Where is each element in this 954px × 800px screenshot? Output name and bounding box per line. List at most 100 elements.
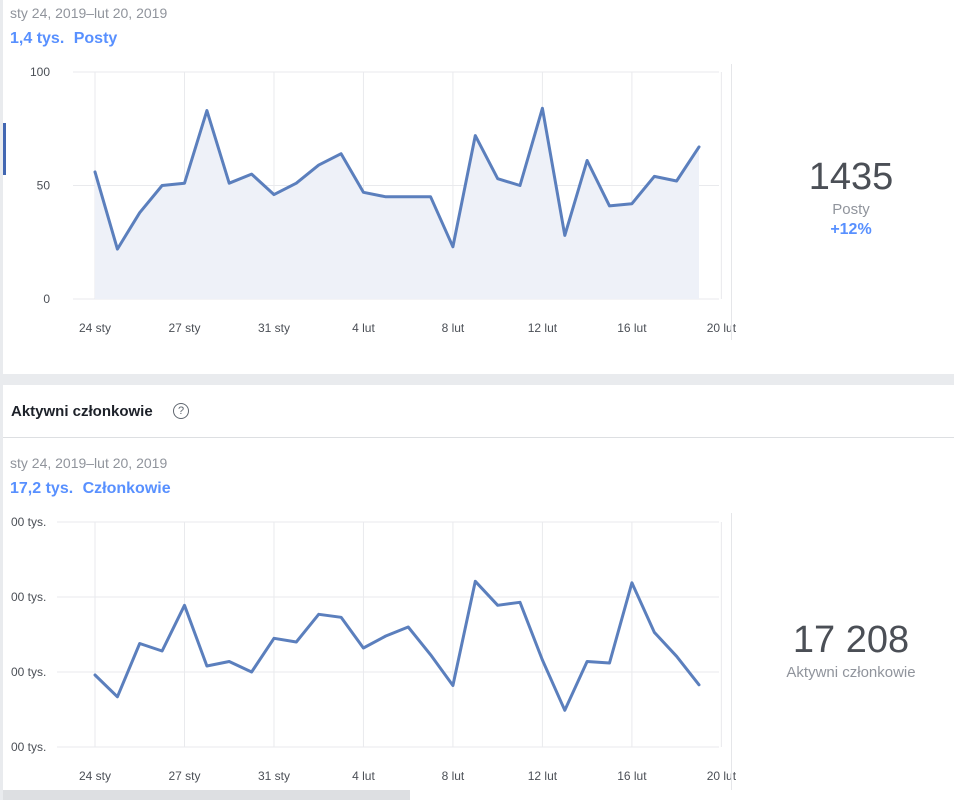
- posts-y-tick-label: 100: [30, 65, 50, 79]
- posts-data-point: [451, 245, 455, 249]
- posts-area-fill: [95, 108, 699, 299]
- posts-data-point: [473, 134, 477, 138]
- posts-data-point: [608, 204, 612, 208]
- members-chart[interactable]: 00 tys. 00 tys. 00 tys. 00 tys. 24 sty 27 sty…: [3, 385, 748, 800]
- active-indicator: [3, 123, 6, 175]
- posts-kpi-value: 1435: [808, 156, 894, 198]
- members-data-point: [540, 658, 544, 662]
- members-data-point: [93, 673, 97, 677]
- members-section-title: Aktywni członkowie: [11, 403, 153, 420]
- posts-x-tick-label: 8 lut: [442, 321, 465, 335]
- posts-x-tick-label: 20 lut: [707, 321, 737, 335]
- posts-data-point: [585, 159, 589, 163]
- members-data-point: [429, 653, 433, 657]
- members-data-point: [361, 646, 365, 650]
- members-x-tick-label: 31 sty: [258, 769, 290, 783]
- posts-summary-value: 1,4 tys.: [10, 30, 65, 47]
- posts-summary-label: Posty: [73, 30, 118, 47]
- members-summary-value: 17,2 tys.: [10, 480, 74, 497]
- members-data-point: [250, 670, 254, 674]
- posts-summary[interactable]: 1,4 tys. Posty: [10, 30, 122, 48]
- members-summary-label: Członkowie: [82, 480, 171, 497]
- chart-divider: [731, 513, 732, 790]
- members-x-tick-label: 8 lut: [442, 769, 465, 783]
- posts-data-point: [138, 211, 142, 215]
- posts-kpi-label: Posty: [832, 201, 870, 218]
- members-y-tick-label: 00 tys.: [11, 665, 46, 679]
- members-y-tick-label: 00 tys.: [11, 740, 46, 754]
- posts-card: sty 24, 2019–lut 20, 2019 1,4 tys. Posty…: [3, 0, 954, 374]
- members-data-point: [496, 603, 500, 607]
- posts-x-tick-label: 4 lut: [352, 321, 375, 335]
- posts-x-tick-label: 16 lut: [617, 321, 647, 335]
- members-series-line: [93, 579, 701, 712]
- members-x-tick-label: 16 lut: [617, 769, 647, 783]
- members-data-point: [518, 600, 522, 604]
- bottom-scroll-strip: [3, 790, 410, 800]
- members-data-point: [317, 612, 321, 616]
- members-kpi-label: Aktywni członkowie: [786, 664, 916, 681]
- posts-data-point: [317, 163, 321, 167]
- members-data-point: [608, 661, 612, 665]
- posts-y-tick-label: 50: [37, 179, 51, 193]
- posts-x-tick-label: 24 sty: [79, 321, 111, 335]
- posts-data-point: [563, 233, 567, 237]
- posts-data-point: [250, 172, 254, 176]
- members-data-point: [138, 642, 142, 646]
- posts-data-point: [429, 195, 433, 199]
- posts-data-point: [496, 177, 500, 181]
- members-date-range: sty 24, 2019–lut 20, 2019: [10, 455, 168, 471]
- members-data-point: [406, 625, 410, 629]
- posts-data-point: [294, 181, 298, 185]
- members-data-point: [205, 664, 209, 668]
- members-data-point: [585, 660, 589, 664]
- posts-date-range: sty 24, 2019–lut 20, 2019: [10, 5, 168, 21]
- members-data-point: [339, 615, 343, 619]
- members-kpi: 17 208 Aktywni członkowie: [748, 619, 954, 681]
- members-data-point: [115, 695, 119, 699]
- posts-x-tick-label: 12 lut: [528, 321, 558, 335]
- posts-data-point: [227, 181, 231, 185]
- members-card: Aktywni członkowie ? sty 24, 2019–lut 20…: [3, 385, 954, 800]
- posts-data-point: [182, 181, 186, 185]
- members-data-point: [563, 708, 567, 712]
- members-data-point: [182, 603, 186, 607]
- members-x-tick-label: 20 lut: [707, 769, 737, 783]
- help-icon[interactable]: ?: [173, 403, 189, 419]
- members-data-point: [451, 684, 455, 688]
- posts-data-point: [361, 190, 365, 194]
- posts-data-point: [697, 145, 701, 149]
- members-x-tick-label: 12 lut: [528, 769, 558, 783]
- members-kpi-value: 17 208: [792, 619, 910, 661]
- members-x-tick-label: 4 lut: [352, 769, 375, 783]
- posts-data-point: [115, 247, 119, 251]
- members-x-tick-label: 27 sty: [168, 769, 200, 783]
- posts-data-point: [518, 184, 522, 188]
- members-summary[interactable]: 17,2 tys. Członkowie: [10, 480, 176, 498]
- posts-data-point: [630, 202, 634, 206]
- posts-data-point: [540, 106, 544, 110]
- posts-data-point: [675, 179, 679, 183]
- posts-data-point: [384, 195, 388, 199]
- posts-kpi: 1435 Posty +12%: [748, 156, 954, 239]
- posts-data-point: [93, 170, 97, 174]
- posts-chart[interactable]: 100 50 0 24 sty 27 sty 31 sty 4 lut 8 lut 12 lut…: [3, 0, 748, 374]
- posts-x-tick-label: 27 sty: [168, 321, 200, 335]
- members-data-point: [697, 683, 701, 687]
- posts-data-point: [406, 195, 410, 199]
- posts-data-point: [652, 174, 656, 178]
- members-data-point: [630, 581, 634, 585]
- posts-data-point: [205, 109, 209, 113]
- posts-series-line: [93, 106, 701, 251]
- members-data-point: [272, 636, 276, 640]
- members-data-point: [294, 640, 298, 644]
- members-data-point: [473, 579, 477, 583]
- chart-divider: [731, 64, 732, 340]
- members-y-tick-label: 00 tys.: [11, 515, 46, 529]
- members-y-tick-label: 00 tys.: [11, 590, 46, 604]
- posts-data-point: [272, 193, 276, 197]
- posts-kpi-change: +12%: [830, 221, 872, 238]
- posts-data-point: [160, 184, 164, 188]
- posts-x-tick-label: 31 sty: [258, 321, 290, 335]
- members-section-header: Aktywni członkowie ?: [3, 385, 954, 438]
